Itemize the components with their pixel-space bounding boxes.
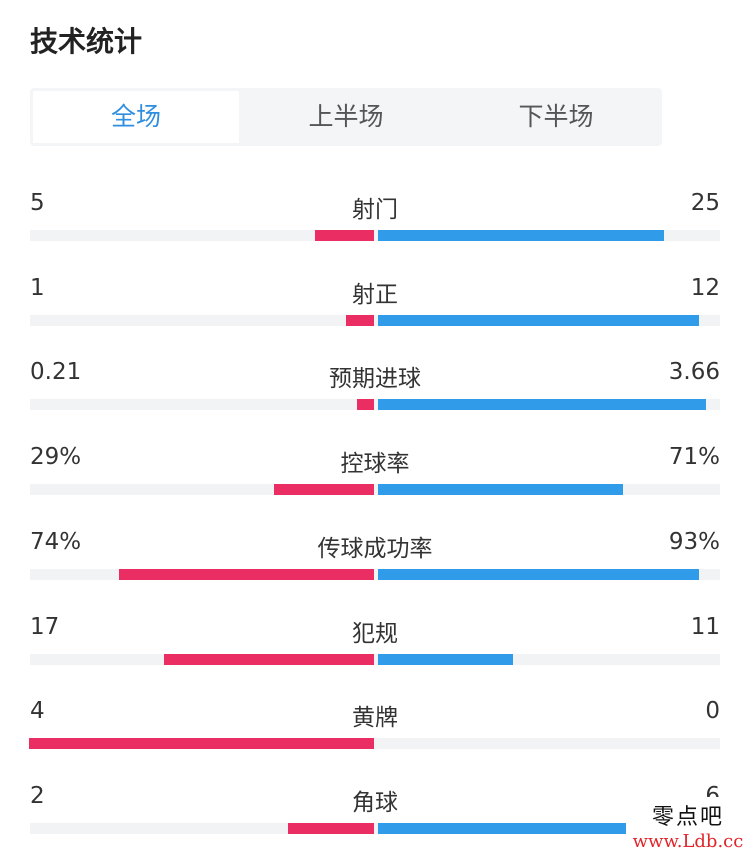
- stat-away-bar: [378, 568, 699, 580]
- watermark-name: 零点吧: [651, 805, 724, 830]
- stat-bar-track: [30, 230, 720, 241]
- stat-name: 射正: [352, 281, 398, 308]
- stat-home-value: 2: [30, 782, 45, 809]
- stat-home-bar: [357, 399, 374, 411]
- stat-row: 4 黄牌 0: [0, 698, 750, 768]
- stat-home-bar: [315, 230, 374, 241]
- stat-away-bar: [378, 653, 513, 665]
- period-tabs: 全场 上半场 下半场: [30, 88, 662, 146]
- stat-away-value: 71%: [668, 444, 720, 471]
- tab-second-half[interactable]: 下半场: [518, 102, 594, 131]
- watermark-url: www.Ldb.cc: [632, 831, 744, 852]
- stat-bar-track: [30, 822, 720, 834]
- stat-row: 1 射正 12: [0, 275, 750, 345]
- stat-away-bar: [378, 230, 664, 241]
- stat-name: 控球率: [340, 451, 410, 478]
- stat-home-value: 74%: [30, 528, 82, 555]
- page-title: 技术统计: [30, 25, 143, 58]
- stat-away-value: 11: [690, 613, 720, 640]
- stat-home-value: 17: [30, 613, 60, 640]
- stat-bar-track: [29, 738, 720, 750]
- stat-away-value: 3.66: [668, 359, 720, 386]
- stat-home-bar: [346, 314, 374, 326]
- stat-home-bar: [164, 653, 374, 665]
- stat-name: 角球: [352, 789, 398, 816]
- stat-away-bar: [378, 399, 706, 411]
- stat-away-value: 12: [690, 274, 720, 301]
- stat-home-value: 5: [30, 190, 45, 216]
- stat-home-bar: [29, 738, 374, 750]
- stat-home-value: 1: [30, 274, 45, 301]
- stat-name: 黄牌: [352, 705, 398, 732]
- stat-row: 74% 传球成功率 93%: [0, 529, 750, 599]
- stat-home-value: 0.21: [30, 359, 82, 386]
- stat-row: 5 射门 25: [0, 190, 750, 260]
- stat-away-bar: [378, 822, 637, 834]
- stat-home-value: 4: [30, 698, 45, 725]
- stat-name: 预期进球: [329, 366, 421, 393]
- stat-home-value: 29%: [30, 444, 82, 471]
- watermark: 零点吧 www.Ldb.cc: [626, 797, 750, 855]
- stat-bar-track: [30, 568, 720, 580]
- stat-home-bar: [274, 484, 374, 496]
- stat-name: 射门: [352, 197, 398, 223]
- stat-away-bar: [378, 314, 699, 326]
- stat-row: 29% 控球率 71%: [0, 444, 750, 514]
- tab-first-half[interactable]: 上半场: [308, 102, 384, 131]
- stat-bar-track: [30, 484, 720, 496]
- stat-away-value: 93%: [668, 528, 720, 555]
- stat-bar-track: [30, 399, 720, 411]
- stat-row: 17 犯规 11: [0, 614, 750, 684]
- stat-home-bar: [119, 568, 374, 580]
- stat-row: 0.21 预期进球 3.66: [0, 359, 750, 429]
- stat-bar-track: [30, 653, 720, 665]
- stat-home-bar: [288, 822, 374, 834]
- stat-away-value: 25: [690, 190, 720, 216]
- stat-bar-track: [30, 314, 720, 326]
- stat-away-value: 0: [705, 698, 720, 725]
- stat-away-bar: [378, 484, 623, 496]
- stat-name: 传球成功率: [317, 535, 433, 562]
- stat-name: 犯规: [352, 620, 398, 647]
- tab-full-match[interactable]: 全场: [33, 91, 239, 143]
